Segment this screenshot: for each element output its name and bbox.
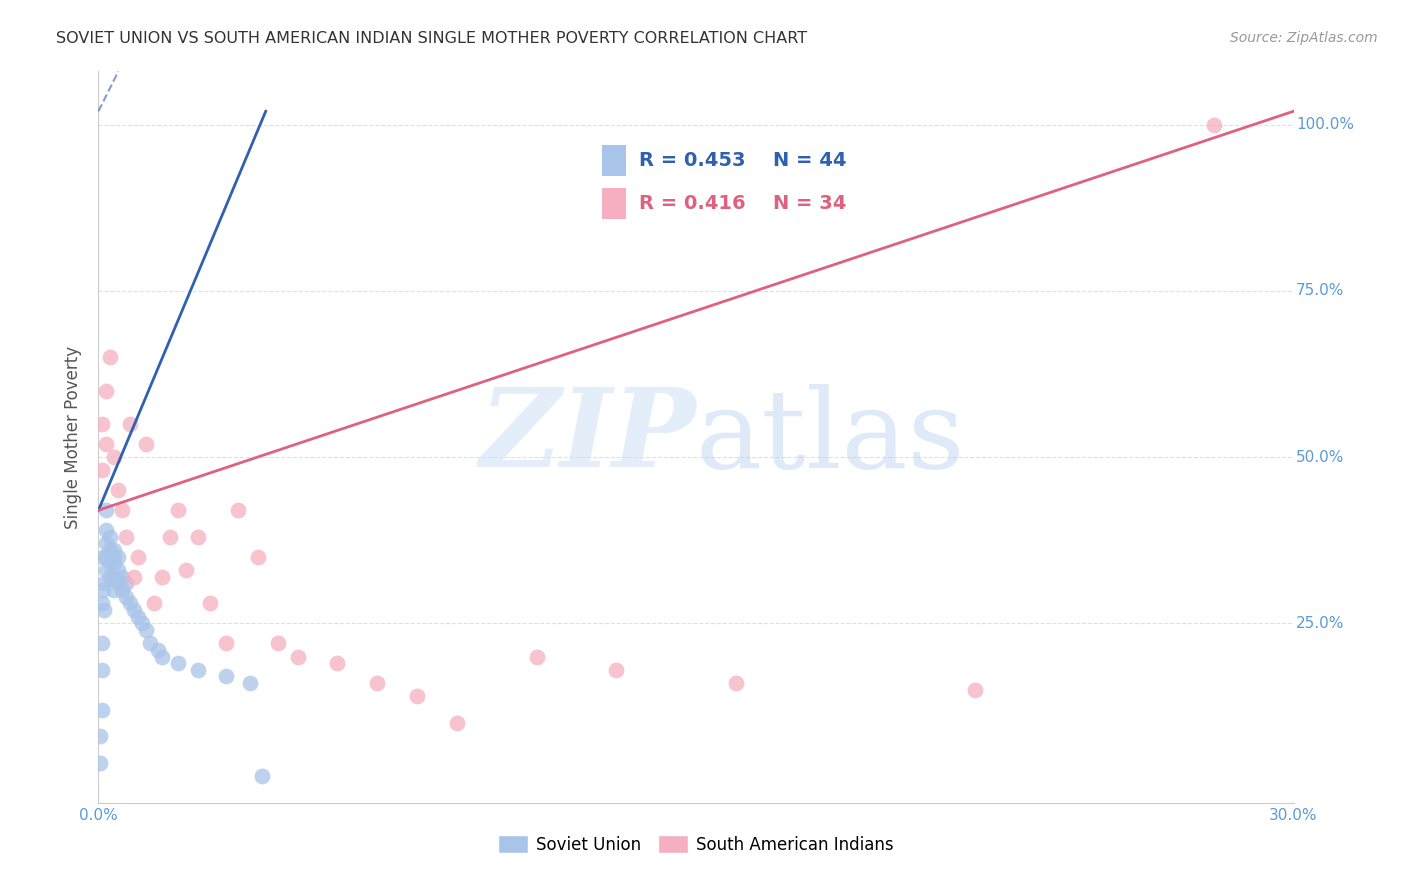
- Point: [120, 596, 142, 610]
- Point: [103, 557, 125, 571]
- Point: [98, 543, 122, 558]
- Legend: Soviet Union, South American Indians: Soviet Union, South American Indians: [491, 829, 901, 860]
- Text: SOVIET UNION VS SOUTH AMERICAN INDIAN SINGLE MOTHER POVERTY CORRELATION CHART: SOVIET UNION VS SOUTH AMERICAN INDIAN SI…: [56, 31, 807, 46]
- Point: [150, 570, 173, 584]
- Point: [91, 463, 114, 477]
- Point: [135, 436, 157, 450]
- Point: [124, 603, 146, 617]
- Point: [267, 636, 290, 650]
- Point: [90, 703, 112, 717]
- Point: [103, 543, 125, 558]
- Point: [1202, 118, 1225, 132]
- Point: [111, 570, 134, 584]
- Point: [115, 590, 138, 604]
- Point: [406, 690, 429, 704]
- Point: [103, 582, 125, 597]
- Point: [215, 669, 238, 683]
- Point: [120, 417, 142, 431]
- Point: [115, 530, 138, 544]
- Point: [167, 656, 190, 670]
- Point: [239, 676, 262, 690]
- Point: [96, 536, 118, 550]
- Point: [143, 596, 166, 610]
- Point: [187, 530, 209, 544]
- Point: [98, 557, 122, 571]
- Point: [91, 636, 114, 650]
- Point: [446, 716, 468, 731]
- Text: 100.0%: 100.0%: [1296, 117, 1354, 132]
- Point: [96, 549, 118, 564]
- Point: [91, 417, 114, 431]
- Point: [127, 609, 149, 624]
- Point: [250, 769, 273, 783]
- Point: [91, 549, 114, 564]
- Point: [98, 570, 122, 584]
- Point: [187, 663, 209, 677]
- Point: [167, 503, 190, 517]
- Point: [96, 436, 118, 450]
- Point: [215, 636, 238, 650]
- Point: [98, 530, 122, 544]
- Text: Source: ZipAtlas.com: Source: ZipAtlas.com: [1230, 31, 1378, 45]
- Point: [103, 570, 125, 584]
- Point: [96, 503, 118, 517]
- Point: [246, 549, 269, 564]
- Point: [96, 384, 118, 398]
- Text: atlas: atlas: [696, 384, 966, 491]
- Bar: [602, 188, 627, 219]
- Point: [107, 576, 129, 591]
- Point: [96, 563, 118, 577]
- Point: [111, 503, 134, 517]
- Text: R = 0.416: R = 0.416: [638, 194, 745, 213]
- Point: [198, 596, 221, 610]
- Text: 75.0%: 75.0%: [1296, 284, 1344, 298]
- Point: [963, 682, 986, 697]
- Point: [159, 530, 181, 544]
- Text: 50.0%: 50.0%: [1296, 450, 1344, 465]
- Point: [226, 503, 249, 517]
- Point: [107, 563, 129, 577]
- Point: [89, 729, 111, 743]
- Point: [98, 351, 122, 365]
- Point: [366, 676, 388, 690]
- Point: [96, 523, 118, 537]
- Point: [93, 603, 115, 617]
- Point: [135, 623, 157, 637]
- Point: [124, 570, 146, 584]
- Y-axis label: Single Mother Poverty: Single Mother Poverty: [65, 345, 83, 529]
- Point: [605, 663, 627, 677]
- Text: ZIP: ZIP: [479, 384, 696, 491]
- Point: [103, 549, 125, 564]
- Point: [139, 636, 162, 650]
- Point: [150, 649, 173, 664]
- Text: 25.0%: 25.0%: [1296, 615, 1344, 631]
- Point: [526, 649, 548, 664]
- Point: [93, 576, 115, 591]
- Text: N = 34: N = 34: [773, 194, 846, 213]
- Point: [91, 582, 114, 597]
- Point: [115, 576, 138, 591]
- Point: [89, 756, 111, 770]
- Point: [91, 596, 114, 610]
- Point: [174, 563, 197, 577]
- Point: [107, 549, 129, 564]
- Point: [107, 483, 129, 498]
- Point: [103, 450, 125, 464]
- Point: [127, 549, 149, 564]
- Bar: [602, 145, 627, 176]
- Point: [131, 616, 153, 631]
- Point: [724, 676, 747, 690]
- Text: N = 44: N = 44: [773, 151, 846, 170]
- Point: [148, 643, 170, 657]
- Text: R = 0.453: R = 0.453: [638, 151, 745, 170]
- Point: [111, 582, 134, 597]
- Point: [287, 649, 309, 664]
- Point: [326, 656, 349, 670]
- Point: [91, 663, 114, 677]
